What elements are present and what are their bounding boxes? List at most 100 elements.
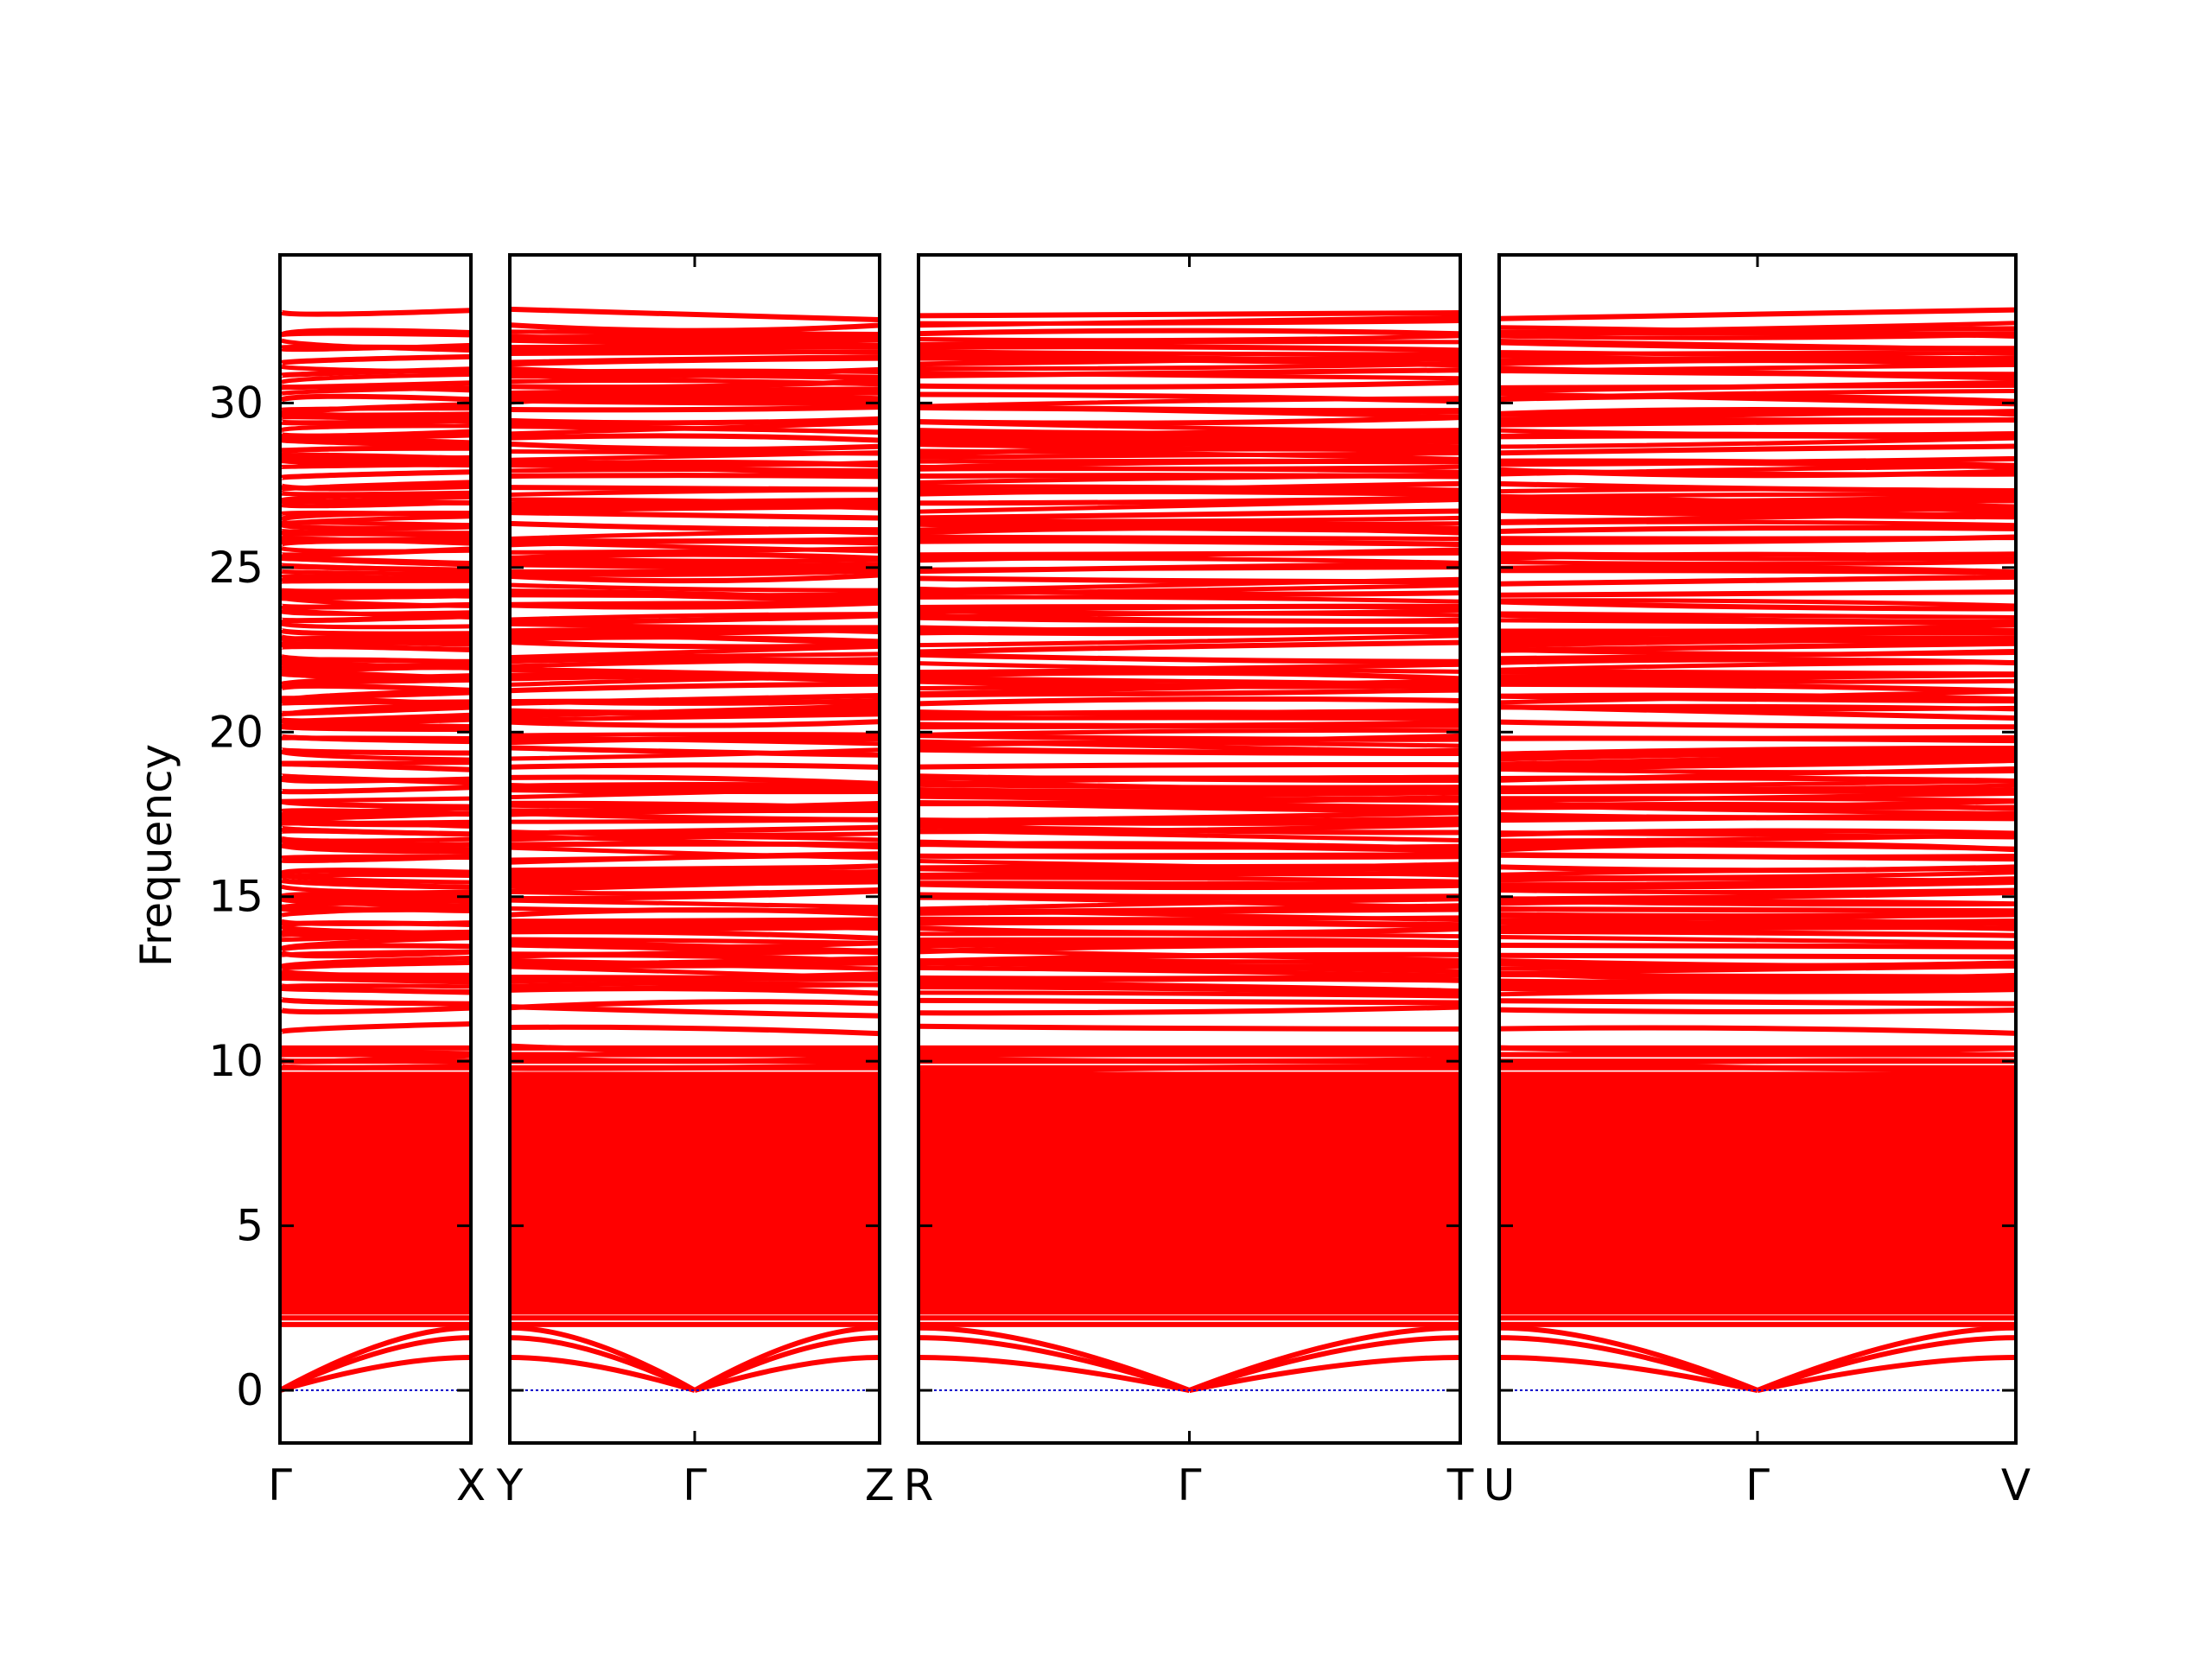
- dense-band-region: [1499, 1074, 2016, 1315]
- acoustic-branch: [1756, 1325, 2016, 1393]
- optical-band: [918, 594, 1460, 604]
- optical-band: [280, 929, 471, 938]
- optical-band: [918, 897, 1460, 912]
- y-tick-label: 25: [208, 543, 264, 593]
- optical-band: [510, 1024, 880, 1037]
- optical-band: [280, 410, 471, 420]
- optical-band: [1499, 920, 2016, 934]
- optical-band: [1499, 853, 2016, 860]
- optical-band: [1499, 574, 2016, 587]
- optical-band: [280, 843, 471, 852]
- acoustic-branch: [1188, 1325, 1460, 1393]
- optical-band: [918, 442, 1460, 451]
- optical-band: [918, 519, 1460, 526]
- optical-band: [280, 353, 471, 366]
- x-tick-label: Γ: [1178, 1460, 1202, 1510]
- optical-band: [1499, 887, 2016, 895]
- optical-band: [510, 557, 880, 569]
- optical-band: [510, 941, 880, 950]
- optical-band: [510, 736, 880, 742]
- y-axis-title: Frequency: [131, 744, 181, 967]
- optical-band: [280, 796, 471, 804]
- optical-band: [280, 949, 471, 958]
- optical-band: [510, 569, 880, 577]
- acoustic-branch: [510, 1354, 696, 1393]
- optical-band: [1499, 468, 2016, 477]
- optical-band: [1499, 307, 2016, 321]
- x-tick-label: Z: [865, 1460, 894, 1510]
- optical-band: [280, 445, 471, 453]
- optical-band: [918, 379, 1460, 390]
- optical-band: [280, 608, 471, 616]
- optical-band: [918, 795, 1460, 805]
- optical-band: [510, 871, 880, 880]
- panel-frame: [278, 253, 473, 1445]
- optical-band: [1499, 551, 2016, 557]
- optical-band: [1499, 618, 2016, 626]
- optical-band: [280, 904, 471, 918]
- optical-band: [510, 378, 880, 387]
- optical-band: [280, 699, 471, 706]
- x-tick-label: X: [456, 1460, 486, 1510]
- optical-band: [510, 589, 880, 598]
- optical-band: [280, 545, 471, 554]
- optical-band: [510, 537, 880, 543]
- optical-band: [1499, 880, 2016, 891]
- optical-band: [1499, 670, 2016, 677]
- optical-band: [1499, 409, 2016, 422]
- optical-band: [280, 372, 471, 385]
- optical-band: [918, 678, 1460, 690]
- optical-band: [280, 536, 471, 546]
- optical-band: [280, 626, 471, 637]
- x-tick-label: Γ: [683, 1460, 707, 1510]
- optical-band: [510, 461, 880, 476]
- optical-band: [510, 334, 880, 343]
- x-tick-label: Y: [496, 1460, 524, 1510]
- optical-band: [510, 887, 880, 896]
- optical-band: [280, 556, 471, 568]
- optical-band: [510, 621, 880, 630]
- optical-band: [510, 306, 880, 323]
- optical-band: [918, 576, 1460, 593]
- optical-band: [280, 331, 471, 338]
- optical-band: [1499, 1007, 2016, 1015]
- y-tick-label: 15: [208, 872, 264, 922]
- x-tick-label: V: [2001, 1460, 2031, 1510]
- optical-band: [510, 774, 880, 786]
- optical-band: [918, 639, 1460, 655]
- optical-band: [510, 762, 880, 770]
- optical-band: [918, 484, 1460, 493]
- panel-2-bands: [510, 306, 880, 1393]
- optical-band: [510, 937, 880, 945]
- optical-band: [918, 747, 1460, 757]
- optical-band: [280, 701, 471, 719]
- acoustic-branch: [1499, 1354, 1758, 1393]
- optical-band: [1499, 935, 2016, 945]
- optical-band: [510, 433, 880, 443]
- optical-band: [280, 514, 471, 527]
- optical-band: [918, 990, 1460, 999]
- y-tick-label: 10: [208, 1036, 264, 1086]
- optical-band: [510, 845, 880, 861]
- optical-band: [280, 690, 471, 701]
- optical-band: [280, 735, 471, 741]
- optical-band: [918, 508, 1460, 521]
- optical-band: [510, 697, 880, 706]
- optical-band: [918, 997, 1460, 1006]
- optical-band: [280, 458, 471, 468]
- optical-band: [1499, 554, 2016, 562]
- optical-band: [280, 829, 471, 837]
- optical-band: [510, 971, 880, 984]
- optical-band: [1499, 978, 2016, 988]
- optical-band: [1499, 876, 2016, 884]
- optical-band: [510, 834, 880, 850]
- optical-band: [280, 683, 471, 693]
- optical-band: [1499, 789, 2016, 795]
- optical-band: [1499, 458, 2016, 467]
- optical-band: [510, 404, 880, 413]
- acoustic-branch: [510, 1325, 696, 1393]
- optical-band: [280, 406, 471, 413]
- optical-band: [918, 534, 1460, 542]
- optical-band: [918, 327, 1460, 337]
